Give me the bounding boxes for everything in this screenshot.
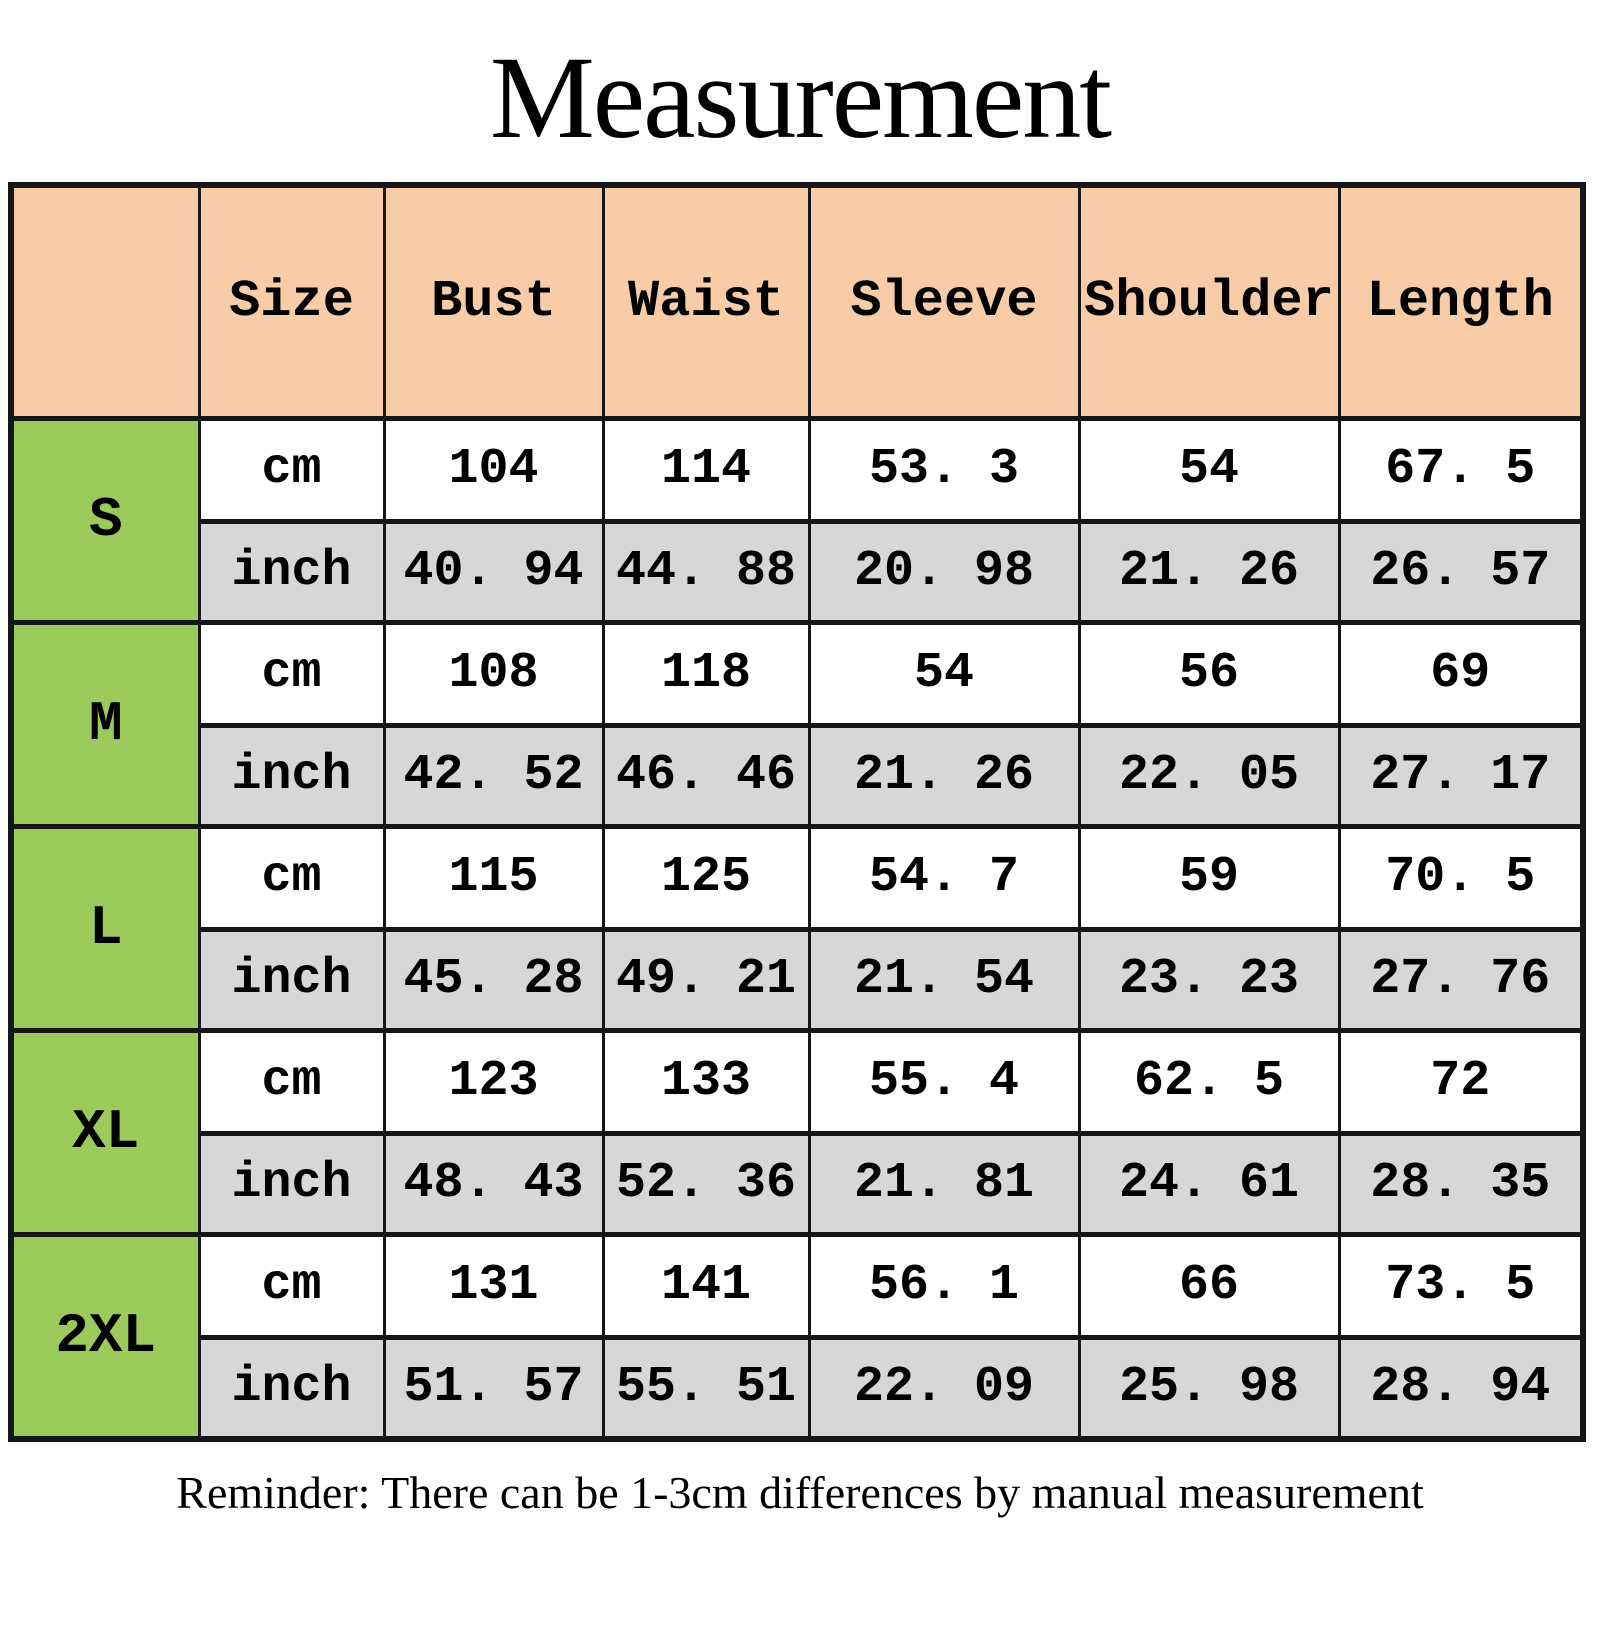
cell-value: 22. 09 bbox=[807, 1335, 1081, 1441]
header-cell-size: Size bbox=[197, 183, 386, 420]
size-label: S bbox=[9, 416, 201, 624]
cell-value: 59 bbox=[1077, 824, 1341, 931]
cell-value: 55. 51 bbox=[601, 1335, 811, 1441]
table-row: XL cm 123 133 55. 4 62. 5 72 bbox=[9, 1028, 1585, 1236]
cell-value: 42. 52 bbox=[382, 723, 605, 828]
size-block-s: S cm 104 114 53. 3 54 67. 5 inch 40. 94 … bbox=[9, 416, 1585, 624]
cell-value: 66 bbox=[1077, 1232, 1341, 1339]
cell-value: 56. 1 bbox=[807, 1232, 1081, 1339]
header-cell-empty bbox=[9, 183, 201, 420]
cell-value: 72 bbox=[1337, 1028, 1585, 1135]
cell-value: 22. 05 bbox=[1077, 723, 1341, 828]
table-row: L cm 115 125 54. 7 59 70. 5 bbox=[9, 824, 1585, 1032]
unit-label: cm bbox=[197, 1232, 386, 1339]
cell-value: 26. 57 bbox=[1337, 519, 1585, 624]
size-block-2xl: 2XL cm 131 141 56. 1 66 73. 5 inch 51. 5… bbox=[9, 1232, 1585, 1441]
unit-label: inch bbox=[197, 1131, 386, 1236]
cell-value: 54 bbox=[807, 620, 1081, 727]
cell-value: 73. 5 bbox=[1337, 1232, 1585, 1339]
table-row: inch 45. 28 49. 21 21. 54 23. 23 27. 76 bbox=[11, 927, 1585, 1032]
cell-value: 48. 43 bbox=[382, 1131, 605, 1236]
cell-value: 21. 81 bbox=[807, 1131, 1081, 1236]
cell-value: 104 bbox=[382, 416, 605, 523]
cell-value: 114 bbox=[601, 416, 811, 523]
cell-value: 123 bbox=[382, 1028, 605, 1135]
cell-value: 51. 57 bbox=[382, 1335, 605, 1441]
cell-value: 62. 5 bbox=[1077, 1028, 1341, 1135]
cell-value: 52. 36 bbox=[601, 1131, 811, 1236]
size-label: L bbox=[9, 824, 201, 1032]
size-label: M bbox=[9, 620, 201, 828]
cell-value: 115 bbox=[382, 824, 605, 931]
table-row: S cm 104 114 53. 3 54 67. 5 bbox=[9, 416, 1585, 624]
cell-value: 55. 4 bbox=[807, 1028, 1081, 1135]
header-row: Size Bust Waist Sleeve Shoulder Length bbox=[9, 183, 1585, 420]
cell-value: 28. 35 bbox=[1337, 1131, 1585, 1236]
cell-value: 49. 21 bbox=[601, 927, 811, 1032]
cell-value: 133 bbox=[601, 1028, 811, 1135]
unit-label: inch bbox=[197, 1335, 386, 1441]
cell-value: 40. 94 bbox=[382, 519, 605, 624]
cell-value: 54 bbox=[1077, 416, 1341, 523]
size-block-m: M cm 108 118 54 56 69 inch 42. 52 46. 46… bbox=[9, 620, 1585, 828]
header-cell-sleeve: Sleeve bbox=[807, 183, 1081, 420]
cell-value: 131 bbox=[382, 1232, 605, 1339]
size-block-l: L cm 115 125 54. 7 59 70. 5 inch 45. 28 … bbox=[9, 824, 1585, 1032]
table-row: inch 51. 57 55. 51 22. 09 25. 98 28. 94 bbox=[11, 1335, 1585, 1441]
reminder-note: Reminder: There can be 1-3cm differences… bbox=[176, 1466, 1424, 1518]
table-row: inch 48. 43 52. 36 21. 81 24. 61 28. 35 bbox=[11, 1131, 1585, 1236]
unit-label: cm bbox=[197, 824, 386, 931]
unit-label: cm bbox=[197, 416, 386, 523]
unit-label: inch bbox=[197, 723, 386, 828]
size-label: XL bbox=[9, 1028, 201, 1236]
cell-value: 28. 94 bbox=[1337, 1335, 1585, 1441]
cell-value: 21. 26 bbox=[807, 723, 1081, 828]
header-cell-waist: Waist bbox=[601, 183, 811, 420]
table-row: inch 40. 94 44. 88 20. 98 21. 26 26. 57 bbox=[11, 519, 1585, 624]
cell-value: 54. 7 bbox=[807, 824, 1081, 931]
cell-value: 24. 61 bbox=[1077, 1131, 1341, 1236]
cell-value: 69 bbox=[1337, 620, 1585, 727]
size-block-xl: XL cm 123 133 55. 4 62. 5 72 inch 48. 43… bbox=[9, 1028, 1585, 1236]
unit-label: inch bbox=[197, 927, 386, 1032]
cell-value: 27. 17 bbox=[1337, 723, 1585, 828]
cell-value: 44. 88 bbox=[601, 519, 811, 624]
header-cell-length: Length bbox=[1337, 183, 1585, 420]
table-row: M cm 108 118 54 56 69 bbox=[9, 620, 1585, 828]
cell-value: 108 bbox=[382, 620, 605, 727]
cell-value: 25. 98 bbox=[1077, 1335, 1341, 1441]
cell-value: 21. 26 bbox=[1077, 519, 1341, 624]
size-label: 2XL bbox=[9, 1232, 201, 1441]
table-row: 2XL cm 131 141 56. 1 66 73. 5 bbox=[9, 1232, 1585, 1441]
cell-value: 141 bbox=[601, 1232, 811, 1339]
cell-value: 53. 3 bbox=[807, 416, 1081, 523]
unit-label: cm bbox=[197, 1028, 386, 1135]
unit-label: inch bbox=[197, 519, 386, 624]
page-title: Measurement bbox=[489, 32, 1112, 163]
cell-value: 27. 76 bbox=[1337, 927, 1585, 1032]
cell-value: 23. 23 bbox=[1077, 927, 1341, 1032]
cell-value: 118 bbox=[601, 620, 811, 727]
cell-value: 70. 5 bbox=[1337, 824, 1585, 931]
cell-value: 46. 46 bbox=[601, 723, 811, 828]
table-row: inch 42. 52 46. 46 21. 26 22. 05 27. 17 bbox=[11, 723, 1585, 828]
cell-value: 20. 98 bbox=[807, 519, 1081, 624]
cell-value: 67. 5 bbox=[1337, 416, 1585, 523]
header-cell-shoulder: Shoulder bbox=[1077, 183, 1341, 420]
cell-value: 125 bbox=[601, 824, 811, 931]
cell-value: 56 bbox=[1077, 620, 1341, 727]
unit-label: cm bbox=[197, 620, 386, 727]
measurement-table: Size Bust Waist Sleeve Shoulder Length S… bbox=[8, 181, 1586, 1442]
header-cell-bust: Bust bbox=[382, 183, 605, 420]
cell-value: 45. 28 bbox=[382, 927, 605, 1032]
cell-value: 21. 54 bbox=[807, 927, 1081, 1032]
